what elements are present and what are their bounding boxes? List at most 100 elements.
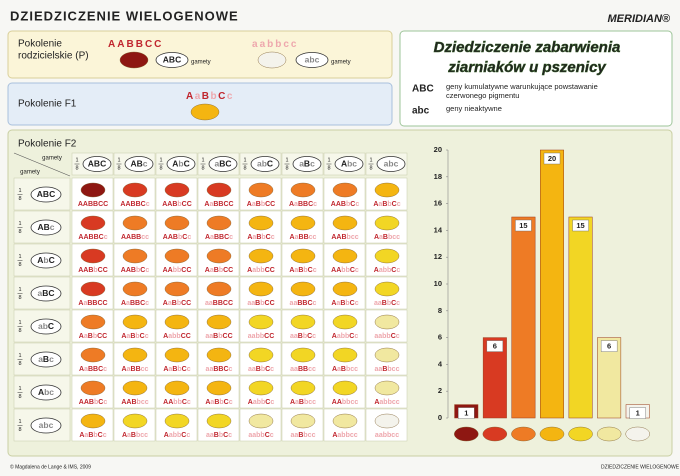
fraction: 8: [18, 427, 21, 433]
fraction: 8: [117, 165, 120, 171]
genotype: AabbCc: [164, 432, 191, 439]
genotype: aabbCc: [374, 333, 399, 340]
seed: [122, 380, 148, 396]
genotype: AABbCC: [162, 201, 192, 208]
genotype: AaBbcc: [122, 432, 148, 439]
seed: [164, 314, 190, 330]
gamete-oval: [124, 156, 154, 172]
fraction: 8: [327, 165, 330, 171]
gamete-label: gamety: [331, 60, 351, 66]
y-tick-label: 14: [434, 225, 443, 234]
genotype: AaBbcc: [374, 234, 400, 241]
gamete-oval: [30, 252, 62, 269]
gamete-oval: [376, 156, 406, 172]
seed: [539, 426, 565, 442]
gamete-oval: [166, 156, 196, 172]
value-label-box: [600, 340, 618, 352]
corner-diagonal: [13, 152, 71, 177]
seed: [206, 413, 232, 429]
seed: [122, 215, 148, 231]
seed: [164, 347, 190, 363]
gamete: aBc: [38, 354, 54, 364]
fraction: 1: [18, 188, 21, 194]
seed: [206, 248, 232, 264]
fraction: 8: [18, 196, 21, 202]
genotype: aabbCc: [248, 432, 273, 439]
section-label: Pokolenie: [18, 39, 62, 50]
genotype: Aabbcc: [332, 432, 357, 439]
genotype: aabbcc: [252, 39, 298, 50]
gamete-oval: [250, 156, 280, 172]
seed: [206, 347, 232, 363]
seed: [206, 281, 232, 297]
section-label: Pokolenie F1: [18, 99, 77, 110]
info-title: ziarniaków u pszenicy: [447, 59, 606, 76]
genotype: aaBBCC: [205, 300, 233, 307]
seed: [164, 215, 190, 231]
seed: [290, 347, 316, 363]
value-label-box: [629, 407, 646, 419]
genotype: AaBBCc: [79, 366, 107, 373]
gamete-oval: [292, 156, 322, 172]
seed: [206, 182, 232, 198]
genotype: aabbcc: [375, 432, 399, 439]
footer-text: DZIEDZICZENIE WIELOGENOWE: [601, 464, 680, 470]
y-tick-label: 8: [438, 306, 442, 315]
genotype: AABbCc: [79, 399, 108, 406]
genotype: aaBbCc: [248, 366, 274, 373]
genotype: AaBbCC: [79, 333, 107, 340]
seed: [122, 413, 148, 429]
seed: [332, 215, 358, 231]
seed: [290, 314, 316, 330]
y-tick-label: 18: [434, 172, 442, 181]
seed: [290, 215, 316, 231]
genotype: AaBBCC: [204, 201, 233, 208]
legend-text: geny nieaktywne: [446, 104, 502, 113]
gamete: aBc: [299, 159, 315, 169]
genotype: AaBbCc: [205, 399, 232, 406]
genotype: AABbCc: [163, 234, 192, 241]
fraction: 1: [327, 157, 330, 163]
seed: [374, 281, 400, 297]
gamete: ABC: [163, 55, 181, 65]
value-label-box: [515, 219, 532, 232]
genotype: AABBCc: [78, 234, 107, 241]
genotype: AABBCC: [78, 201, 108, 208]
genotype: AaBbCC: [247, 201, 275, 208]
fraction: 8: [18, 328, 21, 334]
seed: [332, 248, 358, 264]
gamete: abC: [257, 159, 273, 169]
seed: [290, 413, 316, 429]
seed: [80, 314, 106, 330]
y-tick-label: 20: [434, 145, 442, 154]
genotype: AaBbCc: [289, 267, 316, 274]
y-tick-label: 2: [438, 386, 442, 395]
footer-text: © Magdalena de Lange & IMS, 2009: [10, 463, 91, 470]
fraction: 1: [369, 157, 372, 163]
seed: [374, 215, 400, 231]
gamete-oval: [30, 219, 62, 236]
genotype: aaBbCC: [247, 300, 274, 307]
y-tick-label: 10: [434, 279, 442, 288]
value-label: 1: [464, 409, 468, 418]
genotype: AaBbCc: [79, 432, 106, 439]
y-tick-label: 0: [438, 413, 442, 422]
fraction: 1: [285, 157, 288, 163]
seed: [164, 281, 190, 297]
fraction: 8: [75, 165, 78, 171]
brand: MERIDIAN®: [608, 13, 671, 25]
info-title: Dziedziczenie zabarwienia: [434, 39, 621, 56]
genotype: aaBBcc: [290, 366, 316, 373]
seed: [374, 347, 400, 363]
genotype: Aabbcc: [374, 399, 399, 406]
seed: [80, 248, 106, 264]
gamete: abC: [38, 321, 54, 331]
corner-label: gamety: [42, 156, 62, 162]
fraction: 8: [18, 394, 21, 400]
fraction: 1: [117, 157, 120, 163]
gamete-oval: [295, 52, 329, 68]
genotype: AabbCc: [374, 267, 401, 274]
genotype: AabbCc: [248, 399, 275, 406]
value-label-box: [572, 219, 589, 232]
fraction: 1: [18, 419, 21, 425]
